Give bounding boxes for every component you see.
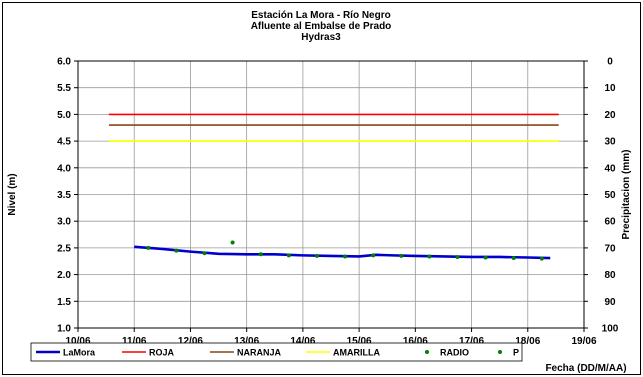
legend-label: NARANJA — [237, 348, 282, 358]
y2-tick-label: 40 — [604, 163, 616, 174]
y2-tick-label: 10 — [604, 83, 616, 94]
legend-label: ROJA — [149, 348, 175, 358]
y2-axis-label: Precipitacion (mm) — [621, 149, 632, 239]
point-radio — [230, 240, 235, 245]
chart-title-line: Estación La Mora - Río Negro — [251, 10, 390, 21]
series-line-lamora — [134, 245, 551, 260]
x-axis-label: Fecha (DD/M/AA) — [545, 363, 626, 374]
point-radio — [483, 255, 488, 260]
y-tick-label: 4.0 — [57, 163, 71, 174]
y-tick-label: 6.0 — [57, 57, 71, 68]
point-radio — [343, 254, 348, 259]
legend-label: AMARILLA — [333, 348, 380, 358]
x-tick-label: 11/06 — [122, 336, 147, 347]
legend-label: P — [513, 348, 519, 358]
point-radio — [399, 253, 404, 258]
y2-tick-label: 90 — [604, 297, 616, 308]
x-tick-label: 16/06 — [403, 336, 428, 347]
y-tick-label: 2.5 — [57, 243, 71, 254]
legend-label: LaMora — [63, 348, 96, 358]
x-tick-label: 17/06 — [459, 336, 484, 347]
point-radio — [539, 256, 544, 261]
point-radio — [455, 254, 460, 259]
chart-title-line: Hydras3 — [301, 32, 341, 43]
legend-marker-p — [498, 350, 502, 354]
y-tick-label: 1.0 — [57, 324, 71, 335]
y-tick-label: 2.0 — [57, 270, 71, 281]
y2-tick-label: 30 — [604, 137, 616, 148]
x-tick-label: 18/06 — [515, 336, 540, 347]
y2-tick-label: 50 — [604, 190, 616, 201]
x-tick-label: 13/06 — [234, 336, 259, 347]
y2-tick-label: 70 — [604, 243, 616, 254]
y2-tick-label: 100 — [602, 324, 619, 335]
y-tick-label: 3.5 — [57, 190, 71, 201]
y-tick-label: 4.5 — [57, 137, 71, 148]
x-tick-label: 12/06 — [178, 336, 203, 347]
point-radio — [286, 253, 291, 258]
legend-box — [30, 342, 523, 362]
chart-title-line: Afluente al Embalse de Prado — [251, 21, 392, 32]
point-radio — [511, 256, 516, 261]
y2-tick-label: 0 — [607, 57, 613, 68]
y-tick-label: 5.0 — [57, 110, 71, 121]
legend-label: RADIO — [440, 348, 469, 358]
point-radio — [258, 252, 263, 257]
point-radio — [202, 251, 207, 256]
point-radio — [427, 254, 432, 259]
y-tick-label: 5.5 — [57, 83, 71, 94]
y2-tick-label: 60 — [604, 217, 616, 228]
x-tick-label: 19/06 — [571, 336, 596, 347]
point-radio — [314, 253, 319, 258]
x-tick-label: 10/06 — [65, 336, 90, 347]
point-radio — [174, 248, 179, 253]
legend-marker-radio — [425, 350, 429, 354]
point-radio — [371, 253, 376, 258]
y2-tick-label: 80 — [604, 270, 616, 281]
y2-tick-label: 20 — [604, 110, 616, 121]
y-tick-label: 3.0 — [57, 217, 71, 228]
y-tick-label: 1.5 — [57, 297, 71, 308]
point-radio — [146, 245, 151, 250]
x-tick-label: 14/06 — [290, 336, 315, 347]
x-tick-label: 15/06 — [347, 336, 372, 347]
y-axis-label: Nivel (m) — [7, 173, 18, 215]
